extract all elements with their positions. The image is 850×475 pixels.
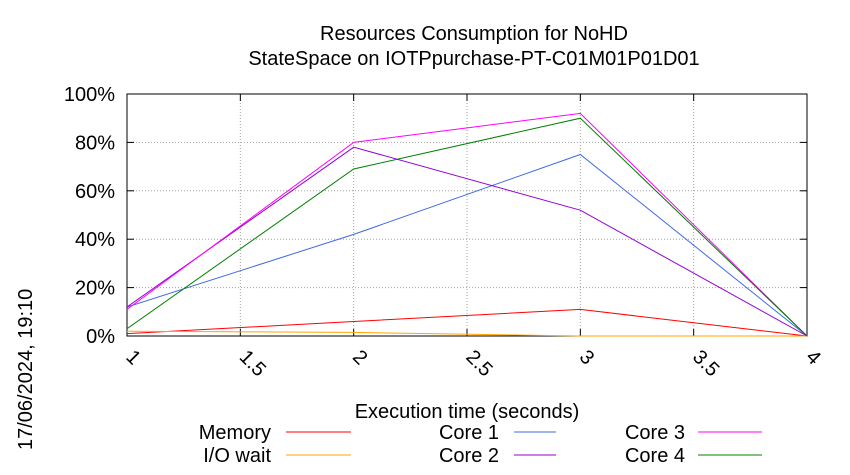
- x-tick-label: 3.5: [688, 346, 723, 381]
- legend-label-core-4: Core 4: [625, 445, 685, 467]
- timestamp-label: 17/06/2024, 19:10: [15, 289, 37, 450]
- y-tick-label: 20%: [75, 278, 115, 300]
- y-tick-label: 100%: [64, 84, 115, 106]
- x-tick-label: 3: [575, 346, 598, 369]
- legend-label-core-2: Core 2: [439, 445, 499, 467]
- legend-label-core-3: Core 3: [625, 422, 685, 444]
- x-axis-label: Execution time (seconds): [355, 401, 580, 423]
- legend-label-i-o-wait: I/O wait: [203, 445, 271, 467]
- x-tick-label: 1: [121, 346, 144, 369]
- series-lines: [126, 112, 808, 337]
- x-tick-label: 4: [801, 346, 824, 369]
- chart-title: Resources Consumption for NoHD: [320, 23, 628, 45]
- x-tick-label: 2: [348, 346, 371, 369]
- x-tick-label: 2.5: [461, 346, 496, 381]
- y-tick-label: 60%: [75, 181, 115, 203]
- x-axis-ticks: 1 1.5 2 2.5 3 3.5 4: [121, 94, 825, 381]
- series-line-core-4: [126, 117, 808, 337]
- series-line-core-2: [126, 146, 808, 337]
- y-tick-label: 80%: [75, 132, 115, 154]
- y-tick-label: 40%: [75, 229, 115, 251]
- grid: [127, 94, 807, 336]
- series-line-memory: [126, 308, 808, 337]
- series-line-core-1: [126, 153, 808, 337]
- series-line-i-o-wait: [126, 330, 807, 337]
- y-axis-ticks: 0% 20% 40% 60% 80% 100%: [64, 84, 807, 348]
- y-tick-label: 0%: [86, 326, 115, 348]
- series-line-core-3: [126, 112, 808, 337]
- legend-label-memory: Memory: [199, 422, 271, 444]
- legend-label-core-1: Core 1: [439, 422, 499, 444]
- chart-subtitle: StateSpace on IOTPpurchase-PT-C01M01P01D…: [248, 48, 699, 70]
- x-tick-label: 1.5: [235, 346, 270, 381]
